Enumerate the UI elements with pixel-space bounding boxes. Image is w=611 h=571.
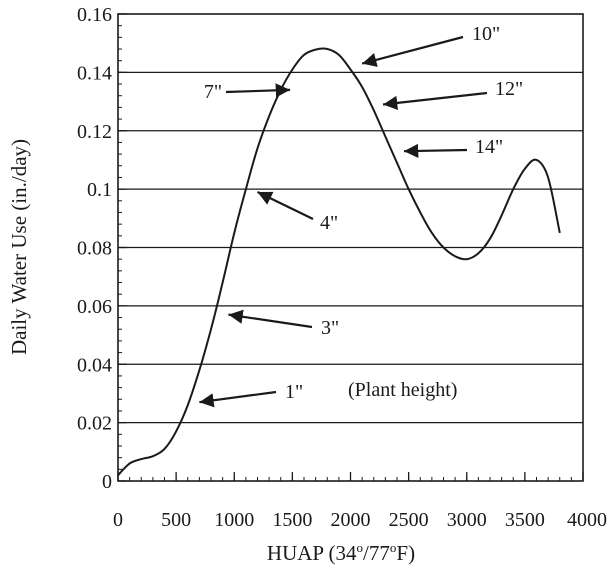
y-tick-label: 0.1 — [87, 179, 112, 201]
x-axis-title: HUAP (34o/77oF) — [267, 540, 415, 565]
y-tick-label: 0.06 — [77, 296, 112, 318]
gridlines — [118, 71, 583, 424]
y-tick-label: 0.14 — [77, 62, 112, 84]
x-tick-label: 2500 — [389, 509, 429, 531]
annotation-label: 1" — [285, 381, 303, 403]
annotation-arrow — [403, 143, 468, 159]
annotation-arrow — [199, 390, 277, 408]
y-tick-label: 0.16 — [77, 4, 112, 26]
y-tick-label: 0.08 — [77, 238, 112, 260]
y-tick-label: 0.02 — [77, 413, 112, 435]
annotation-arrow — [225, 83, 291, 98]
annotation-arrow — [228, 309, 313, 329]
x-tick-label: 1000 — [214, 509, 254, 531]
x-tick-label: 0 — [113, 509, 123, 531]
x-tick-label: 500 — [161, 509, 191, 531]
annotation-arrow — [257, 191, 314, 220]
x-tick-label: 4000 — [567, 509, 607, 531]
x-tick-label: 2000 — [331, 509, 371, 531]
y-tick-label: 0 — [102, 471, 112, 493]
plant-height-note: (Plant height) — [348, 379, 457, 401]
x-axis: 0 500 1000 1500 2000 2500 3000 3500 4000 — [113, 472, 607, 531]
y-axis: 0 0.02 0.04 0.06 0.08 0.1 0.12 0.14 0.16 — [77, 4, 127, 493]
annotation-arrow — [382, 91, 488, 111]
y-tick-label: 0.12 — [77, 121, 112, 143]
annotation-label: 7" — [204, 81, 222, 103]
plant-height-annotations: 1" 3" 4" 7" 10" 12" 14" — [199, 23, 523, 408]
annotation-label: 12" — [495, 78, 523, 100]
x-tick-label: 1500 — [272, 509, 312, 531]
x-tick-label: 3500 — [505, 509, 545, 531]
y-axis-title: Daily Water Use (in./day) — [7, 139, 31, 355]
annotation-label: 10" — [472, 23, 500, 45]
annotation-label: 4" — [320, 212, 338, 234]
x-tick-label: 3000 — [447, 509, 487, 531]
y-tick-label: 0.04 — [77, 354, 112, 376]
annotation-arrow — [361, 35, 464, 67]
annotation-label: 3" — [321, 317, 339, 339]
annotation-label: 14" — [475, 136, 503, 158]
daily-water-use-line — [117, 47, 561, 476]
